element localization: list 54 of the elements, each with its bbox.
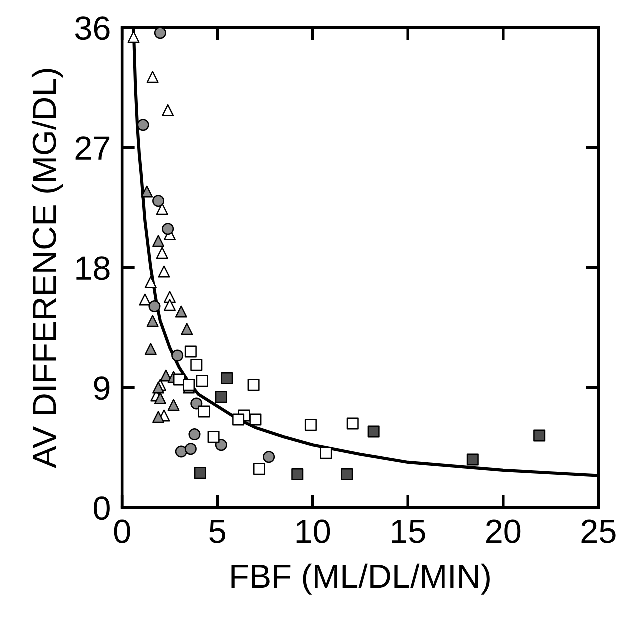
point bbox=[154, 28, 166, 40]
x-tick-label: 10 bbox=[296, 520, 330, 544]
x-tick-label: 15 bbox=[392, 520, 426, 544]
y-tick-label: 9 bbox=[94, 376, 110, 400]
y-tick-label: 27 bbox=[76, 136, 110, 160]
y-tick-label: 0 bbox=[94, 496, 110, 520]
x-tick-label: 0 bbox=[114, 520, 130, 544]
point bbox=[196, 375, 208, 388]
point bbox=[183, 379, 196, 392]
point bbox=[263, 451, 276, 464]
point bbox=[148, 300, 161, 312]
point bbox=[341, 468, 354, 480]
point bbox=[162, 223, 174, 236]
point bbox=[154, 392, 166, 404]
point bbox=[221, 372, 234, 384]
point bbox=[152, 235, 165, 248]
point bbox=[254, 463, 266, 476]
point bbox=[292, 468, 304, 480]
y-tick-label: 36 bbox=[75, 16, 110, 40]
point bbox=[190, 398, 203, 410]
x-axis-title: FBF (ML/DL/MIN) bbox=[232, 564, 490, 595]
point bbox=[146, 315, 159, 328]
point bbox=[346, 418, 359, 430]
x-tick-label: 5 bbox=[210, 520, 226, 544]
point bbox=[152, 195, 165, 208]
point bbox=[184, 346, 197, 358]
point bbox=[368, 426, 380, 438]
point bbox=[232, 414, 245, 426]
point bbox=[534, 430, 546, 442]
x-tick-label: 20 bbox=[486, 520, 521, 544]
point bbox=[168, 399, 180, 412]
point bbox=[466, 454, 479, 466]
point bbox=[137, 119, 150, 132]
y-tick-label: 18 bbox=[76, 256, 110, 280]
point bbox=[184, 443, 197, 456]
point bbox=[152, 382, 165, 394]
point bbox=[304, 419, 317, 432]
point bbox=[144, 343, 157, 356]
point bbox=[175, 446, 188, 458]
point bbox=[181, 323, 194, 336]
point bbox=[172, 350, 184, 362]
point bbox=[152, 411, 165, 424]
point bbox=[215, 391, 228, 404]
point bbox=[175, 306, 188, 318]
y-axis-title: AV DIFFERENCE (MG/DL) bbox=[32, 69, 64, 468]
x-tick-label: 25 bbox=[582, 520, 616, 544]
point bbox=[320, 447, 332, 460]
point bbox=[141, 186, 154, 198]
point bbox=[188, 428, 201, 440]
point bbox=[215, 439, 228, 452]
point bbox=[190, 359, 203, 372]
point bbox=[194, 467, 206, 480]
point bbox=[208, 431, 220, 444]
point bbox=[248, 379, 260, 392]
